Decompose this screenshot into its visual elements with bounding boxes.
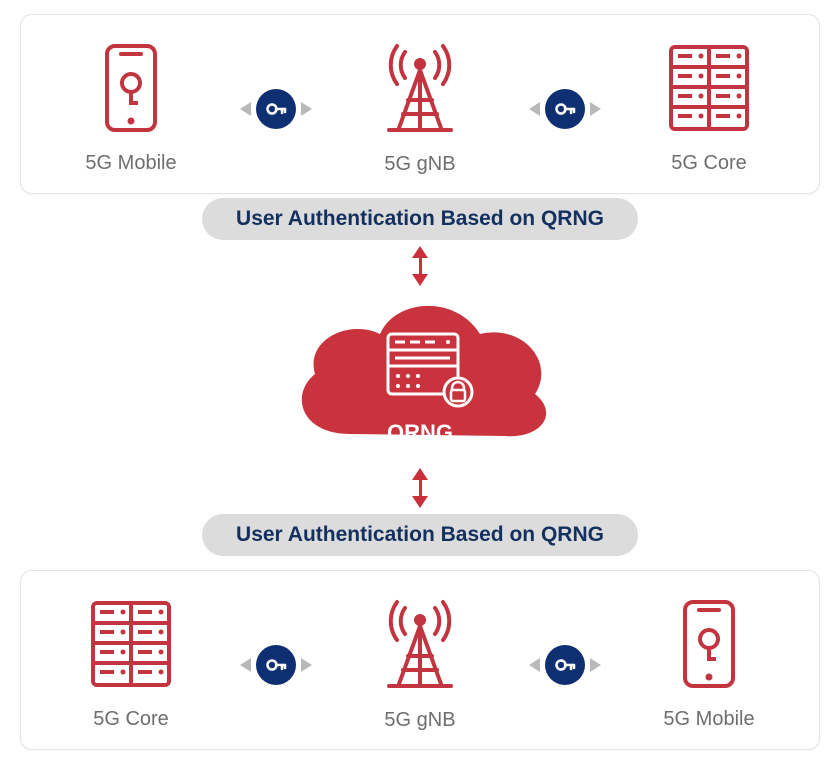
node-5g-gnb: 5G gNB: [355, 598, 485, 732]
arrow-left-icon: [240, 658, 251, 672]
bottom-row: 5G Core 5G gNB: [21, 571, 819, 749]
node-5g-mobile: 5G Mobile: [644, 599, 774, 731]
arrow-left-icon: [529, 658, 540, 672]
key-badge-icon: [545, 89, 585, 129]
key-badge-icon: [256, 89, 296, 129]
mobile-icon: [681, 599, 737, 694]
banner-text: User Authentication Based on QRNG: [236, 523, 604, 546]
key-connector: [529, 89, 601, 129]
antenna-icon: [375, 42, 465, 139]
node-5g-core: 5G Core: [66, 599, 196, 731]
node-label: 5G Mobile: [85, 152, 176, 175]
mobile-icon: [103, 43, 159, 138]
node-label: 5G gNB: [384, 709, 455, 732]
arrow-right-icon: [301, 658, 312, 672]
node-label: 5G Core: [93, 708, 169, 731]
qrng-cloud: QRNG: [280, 284, 560, 464]
arrow-left-icon: [240, 102, 251, 116]
arrow-up-icon: [412, 468, 428, 480]
arrow-down-icon: [412, 496, 428, 508]
cloud-label: QRNG: [387, 420, 453, 446]
server-icon: [667, 43, 751, 138]
server-icon: [89, 599, 173, 694]
node-label: 5G Core: [671, 152, 747, 175]
top-row: 5G Mobile 5G gNB: [21, 15, 819, 193]
antenna-icon: [375, 598, 465, 695]
link-arrow-bottom: [412, 468, 428, 508]
arrow-right-icon: [590, 102, 601, 116]
node-5g-gnb: 5G gNB: [355, 42, 485, 176]
key-badge-icon: [256, 645, 296, 685]
node-label: 5G Mobile: [663, 708, 754, 731]
banner-text: User Authentication Based on QRNG: [236, 207, 604, 230]
key-connector: [240, 89, 312, 129]
link-arrow-top: [412, 246, 428, 286]
arrow-right-icon: [590, 658, 601, 672]
top-panel: 5G Mobile 5G gNB: [20, 14, 820, 194]
key-connector: [529, 645, 601, 685]
arrow-shaft: [419, 258, 422, 274]
auth-banner-top: User Authentication Based on QRNG: [202, 198, 638, 240]
key-connector: [240, 645, 312, 685]
arrow-up-icon: [412, 246, 428, 258]
arrow-left-icon: [529, 102, 540, 116]
auth-banner-bottom: User Authentication Based on QRNG: [202, 514, 638, 556]
node-label: 5G gNB: [384, 153, 455, 176]
key-badge-icon: [545, 645, 585, 685]
bottom-panel: 5G Core 5G gNB: [20, 570, 820, 750]
node-5g-core: 5G Core: [644, 43, 774, 175]
arrow-shaft: [419, 480, 422, 496]
node-5g-mobile: 5G Mobile: [66, 43, 196, 175]
arrow-right-icon: [301, 102, 312, 116]
